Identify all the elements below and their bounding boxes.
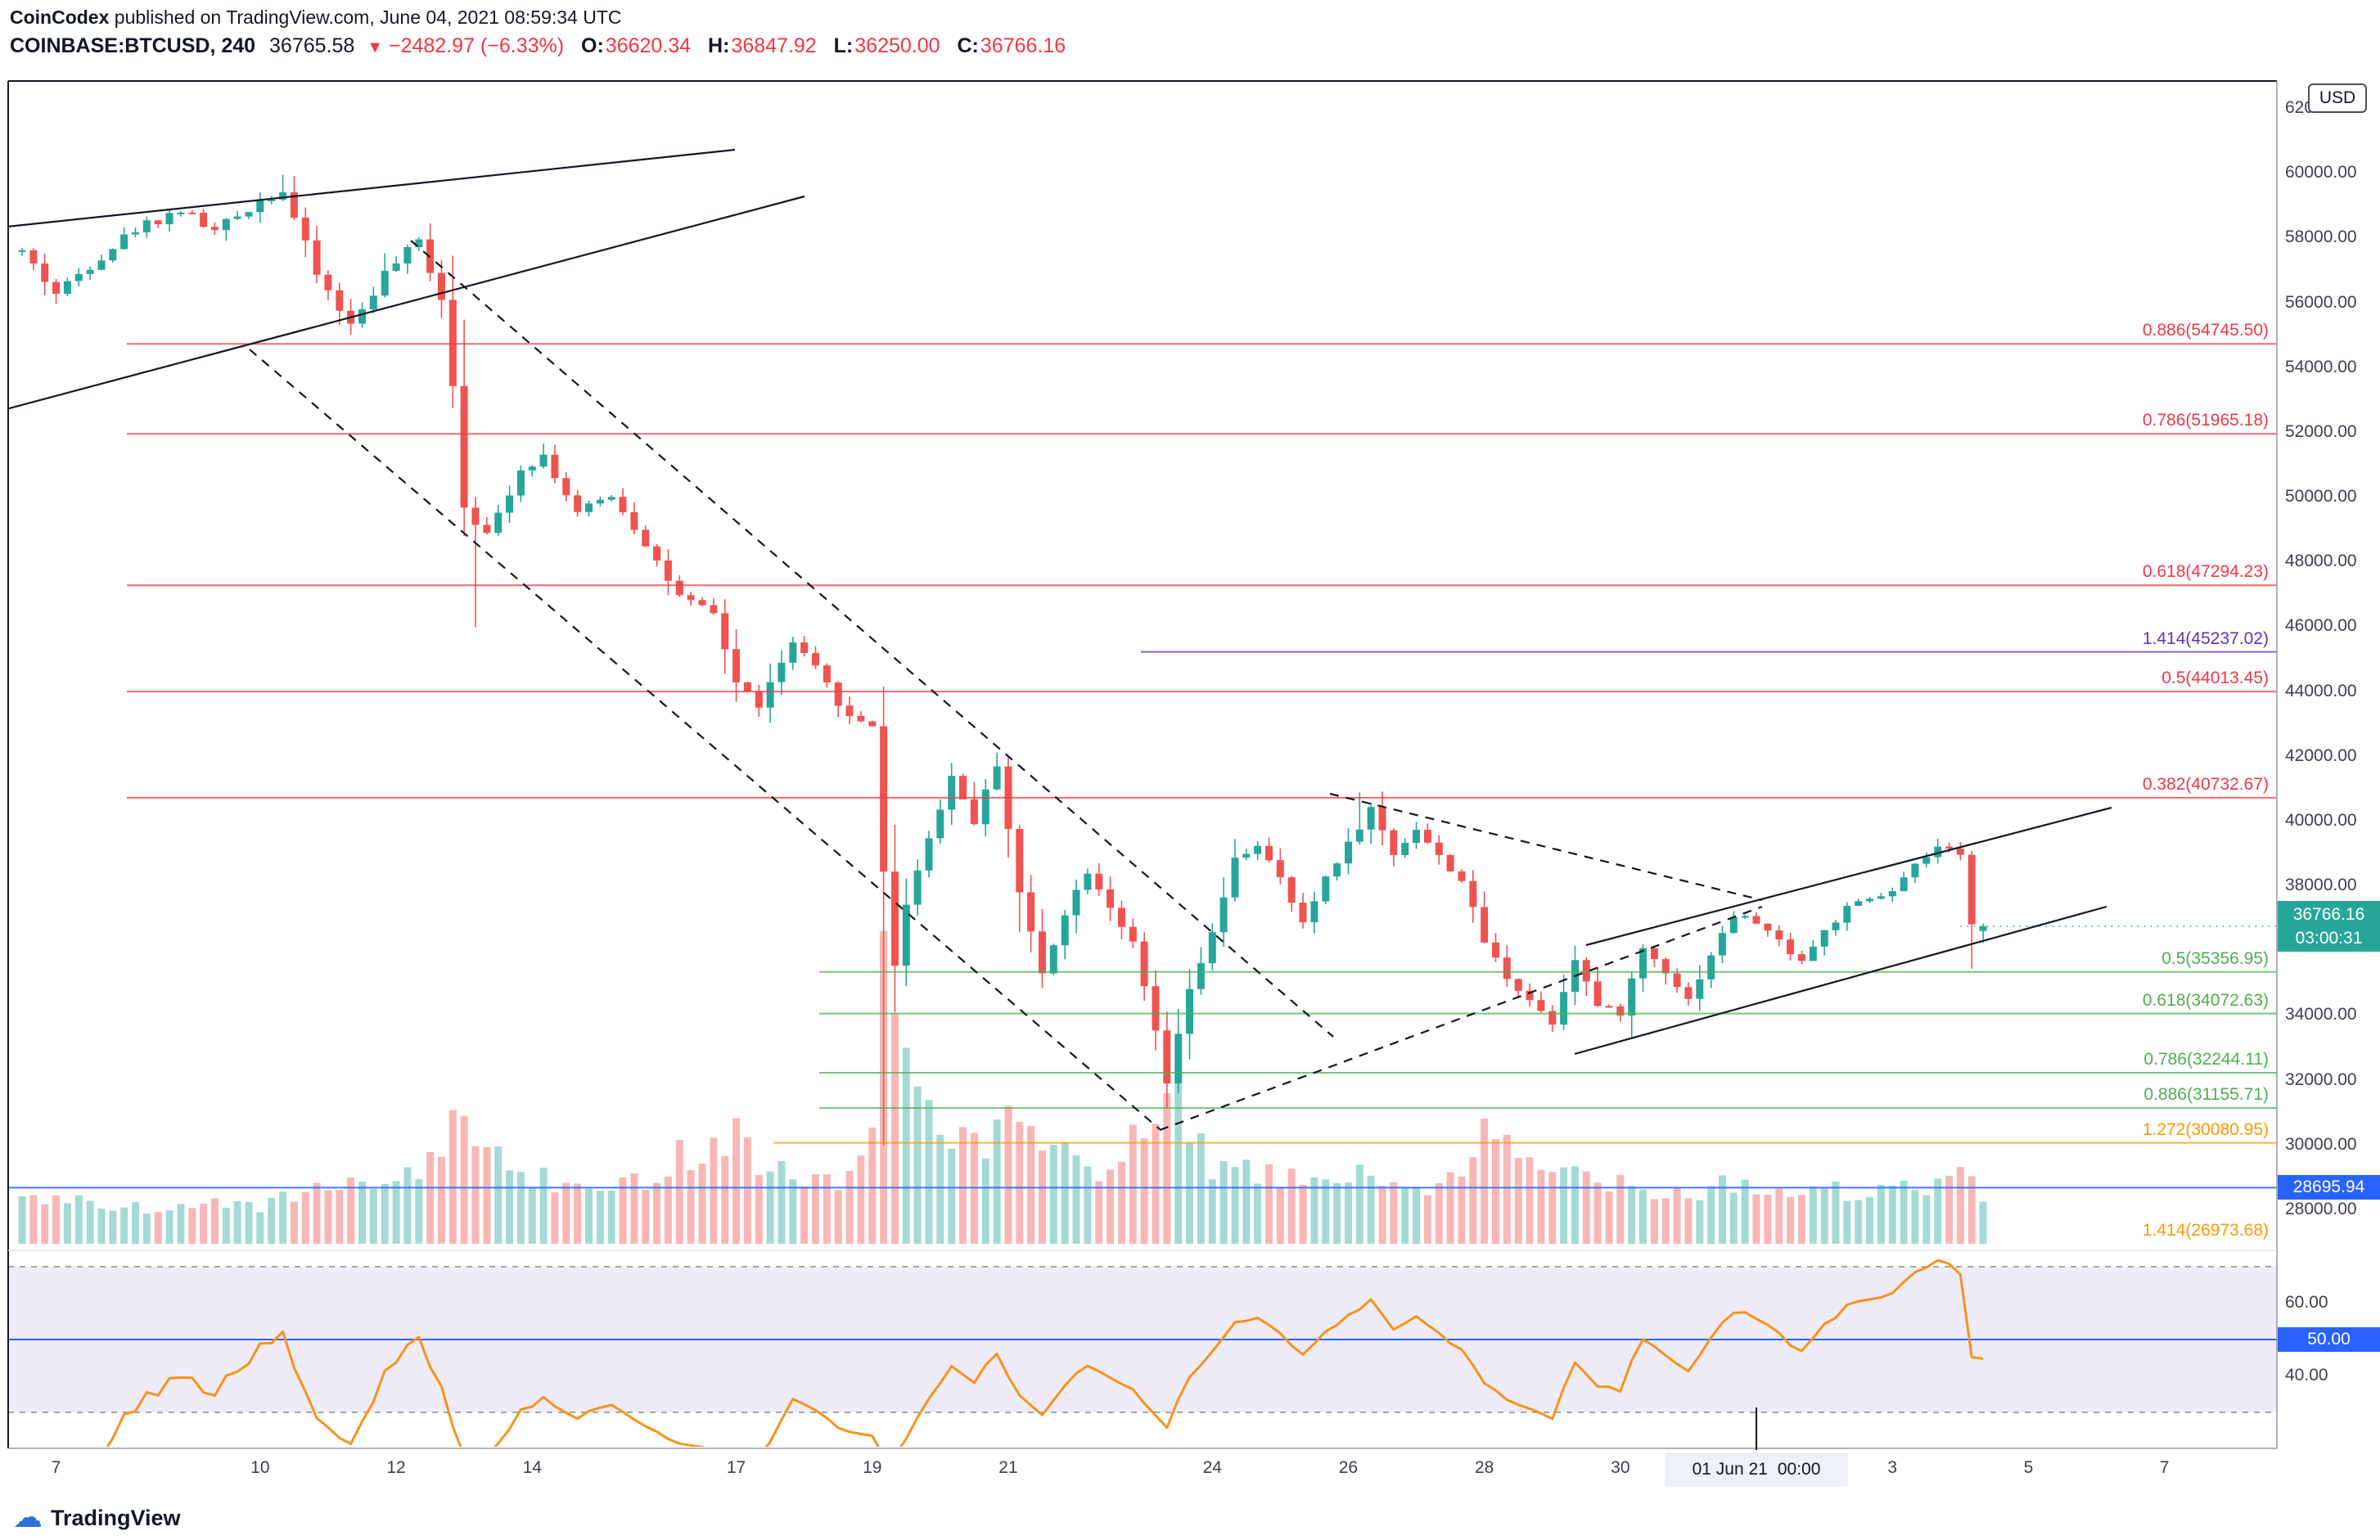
current-price-badge: 36766.16 03:00:31: [2278, 900, 2380, 952]
symbol-interval[interactable]: COINBASE:BTCUSD, 240: [10, 34, 256, 57]
rsi-mid-level-badge: 50.00: [2278, 1327, 2380, 1352]
price-change: −2482.97 (−6.33%): [389, 34, 565, 57]
high-value: 36847.92: [731, 34, 817, 57]
close-value: 36766.16: [980, 34, 1066, 57]
crosshair-date: 01 Jun 21: [1692, 1460, 1768, 1479]
cloud-logo-icon: ☁: [13, 1501, 43, 1534]
tradingview-logo[interactable]: ☁ TradingView: [13, 1501, 181, 1534]
bar-countdown: 03:00:31: [2295, 928, 2363, 948]
publisher-name: CoinCodex: [10, 7, 110, 28]
current-price-value: 36766.16: [2292, 904, 2365, 924]
low-value: 36250.00: [854, 34, 940, 57]
low-label: L:: [833, 34, 854, 57]
attribution-line: CoinCodex published on TradingView.com, …: [10, 7, 622, 29]
close-label: C:: [957, 34, 979, 57]
crosshair-time: 00:00: [1777, 1460, 1821, 1479]
high-label: H:: [708, 34, 730, 57]
crosshair-datetime-label: 01 Jun 21 00:00: [1665, 1452, 1848, 1487]
open-value: 36620.34: [605, 34, 692, 57]
logo-text: TradingView: [51, 1505, 181, 1530]
horizontal-line-price-badge: 28695.94: [2278, 1175, 2380, 1200]
symbol-status-line: COINBASE:BTCUSD, 240 36765.58 ▼ −2482.97…: [10, 34, 1066, 58]
open-label: O:: [581, 34, 604, 57]
last-price: 36765.58: [269, 34, 355, 57]
currency-toggle-button[interactable]: USD: [2308, 83, 2367, 113]
published-text: published on TradingView.com, June 04, 2…: [109, 7, 622, 28]
down-arrow-icon: ▼: [367, 38, 384, 56]
